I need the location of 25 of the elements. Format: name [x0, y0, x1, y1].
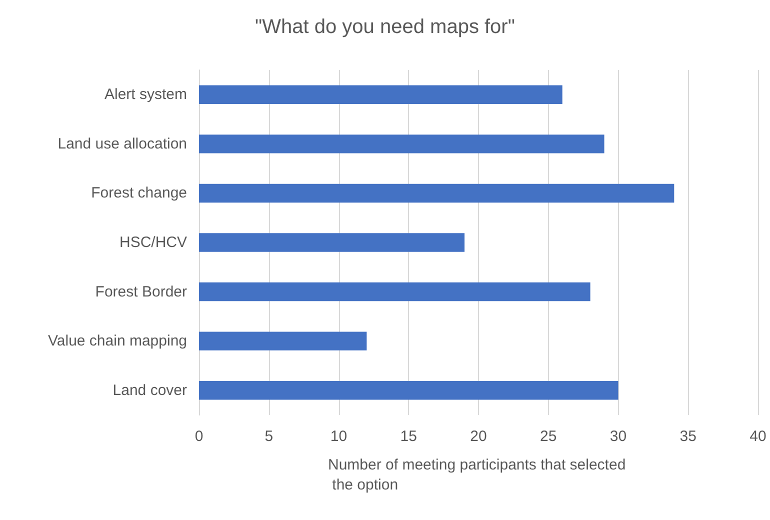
x-tick-label: 0: [194, 428, 204, 445]
y-tick-label: Alert system: [104, 86, 187, 104]
x-tick-label: 5: [264, 428, 274, 445]
bar: [199, 85, 562, 104]
y-tick-label: Land use allocation: [58, 135, 187, 152]
y-tick-label: HSC/HCV: [119, 234, 187, 251]
bar: [199, 184, 674, 203]
x-tick-label: 30: [610, 428, 627, 445]
x-tick-label: 15: [400, 428, 417, 445]
x-tick-label: 40: [750, 428, 766, 445]
x-tick-label: 35: [680, 428, 696, 445]
y-tick-label: Value chain mapping: [48, 332, 187, 350]
bar: [199, 282, 590, 302]
x-tick-label: 10: [330, 428, 348, 445]
x-axis-title: Number of meeting participants that selected the option: [328, 456, 626, 494]
x-tick-label: 20: [470, 428, 487, 445]
y-tick-label: Forest change: [91, 184, 187, 202]
bar: [199, 380, 618, 400]
y-tick-label: Forest Border: [95, 283, 187, 300]
bar: [199, 233, 465, 252]
y-tick-label: Land cover: [112, 382, 187, 399]
chart-title: "What do you need maps for": [255, 16, 515, 38]
bar: [199, 332, 367, 350]
bar: [199, 134, 604, 154]
x-tick-label: 25: [540, 428, 557, 445]
